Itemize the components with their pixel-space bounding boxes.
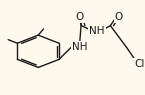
Text: NH: NH (72, 42, 88, 52)
Text: NH: NH (89, 26, 105, 36)
Text: O: O (115, 12, 123, 22)
Text: Cl: Cl (134, 59, 145, 69)
Text: O: O (76, 12, 84, 22)
